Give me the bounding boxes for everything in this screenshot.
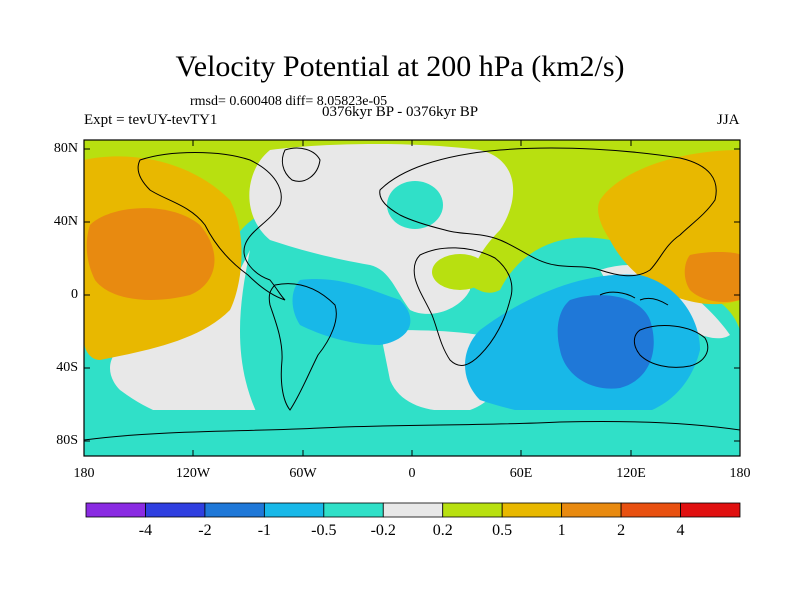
lat-label-40n: 40N xyxy=(53,214,78,229)
colorbar-swatch xyxy=(145,502,206,518)
field-southern-ocean xyxy=(84,410,740,456)
map-title: Velocity Potential at 200 hPa (km2/s) xyxy=(175,50,625,83)
lat-label-0: 0 xyxy=(71,287,78,302)
colorbar-label: -1 xyxy=(257,522,272,539)
colorbar-swatch xyxy=(382,502,444,518)
lon-label-60w: 60W xyxy=(289,466,317,481)
coast-australia xyxy=(633,325,709,368)
field-orange-asia xyxy=(684,251,740,302)
contour-field xyxy=(84,140,740,456)
colorbar-label: 0.5 xyxy=(492,522,513,539)
colorbar-swatch xyxy=(620,502,681,518)
colorbar-label: -0.5 xyxy=(311,522,337,539)
colorbar-swatch xyxy=(323,502,384,518)
coast-africa xyxy=(413,247,513,366)
colorbar-swatch xyxy=(204,502,265,518)
lon-label-120e: 120E xyxy=(616,466,646,481)
coast-indonesia xyxy=(599,291,669,306)
coast-south-america xyxy=(268,283,337,411)
coast-eurasia xyxy=(379,147,717,277)
lat-label-40s: 40S xyxy=(56,360,78,375)
field-midblue-indian xyxy=(557,295,654,389)
colorbar-label: -0.2 xyxy=(370,522,396,539)
field-orange-pacific xyxy=(86,208,215,300)
colorbar-label: -2 xyxy=(198,522,212,539)
period-label: 0376kyr BP - 0376kyr BP xyxy=(322,104,479,120)
colorbar-swatch xyxy=(263,502,325,518)
experiment-label: Expt = tevUY-tevTY1 xyxy=(84,112,218,128)
coastlines xyxy=(84,147,740,441)
colorbar-label: 4 xyxy=(676,522,685,539)
colorbar-label: -4 xyxy=(138,522,153,539)
lon-label-180w: 180 xyxy=(73,466,95,481)
colorbar-swatch xyxy=(85,502,146,518)
colorbar-label: 0.2 xyxy=(432,522,453,539)
colorbar xyxy=(85,502,741,518)
lat-label-80s: 80S xyxy=(56,433,78,448)
colorbar-swatch xyxy=(442,502,503,518)
colorbar-swatch xyxy=(561,502,622,518)
coast-north-america xyxy=(137,152,286,301)
season-label: JJA xyxy=(717,112,740,128)
coast-greenland xyxy=(281,147,321,182)
lat-label-80n: 80N xyxy=(53,141,78,156)
lon-label-0: 0 xyxy=(408,466,416,481)
field-lime-africa xyxy=(432,254,488,290)
lon-label-60e: 60E xyxy=(509,466,533,481)
coast-antarctica xyxy=(84,420,740,441)
lon-label-120w: 120W xyxy=(175,466,211,481)
colorbar-label: 2 xyxy=(617,522,626,539)
lat-ticks xyxy=(84,148,740,442)
lon-ticks xyxy=(83,140,741,456)
lon-label-180e: 180 xyxy=(729,466,751,481)
colorbar-swatch xyxy=(501,502,563,518)
colorbar-label: 1 xyxy=(557,522,566,539)
field-lightblue-tropics xyxy=(292,279,411,345)
stats-line: rmsd= 0.600408 diff= 8.05823e-05 xyxy=(190,94,388,109)
field-cyan-europe xyxy=(387,181,443,229)
colorbar-swatch xyxy=(680,502,741,518)
